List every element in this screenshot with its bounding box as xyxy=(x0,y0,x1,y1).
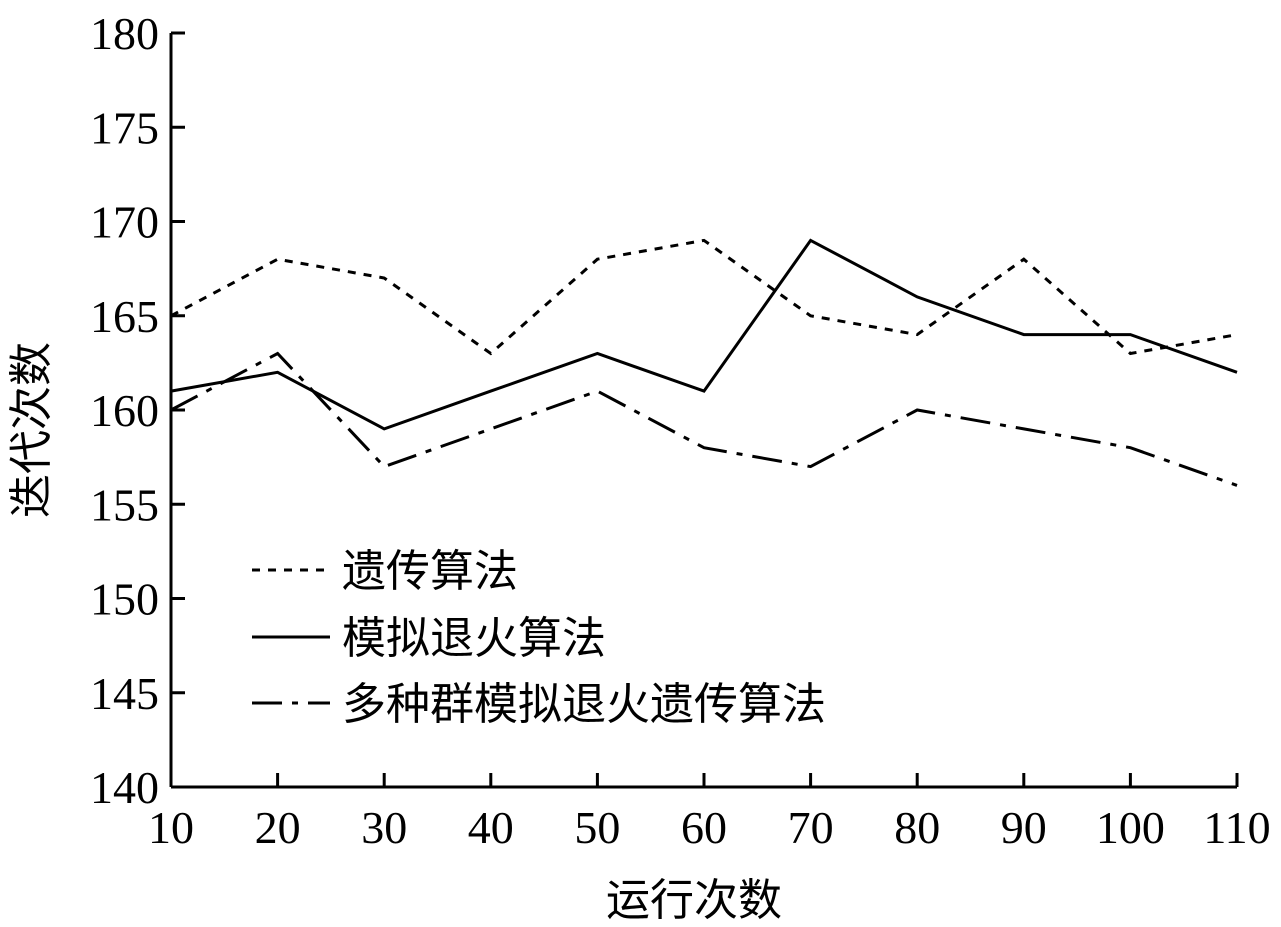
legend-item-annealing: 模拟退火算法 xyxy=(252,613,606,664)
x-tick-label: 60 xyxy=(681,802,727,853)
x-tick-label: 90 xyxy=(1001,802,1047,853)
y-ticks: 140 145 150 155 160 165 170 175 180 xyxy=(90,8,185,813)
y-tick-label: 180 xyxy=(90,8,159,59)
legend-label-annealing: 模拟退火算法 xyxy=(342,613,606,664)
series-lines xyxy=(170,238,1238,487)
y-tick-label: 145 xyxy=(90,668,159,719)
y-tick-label: 160 xyxy=(90,385,159,436)
y-tick-label: 165 xyxy=(90,291,159,342)
legend-label-genetic: 遗传算法 xyxy=(342,546,518,597)
legend-item-multipop: 多种群模拟退火遗传算法 xyxy=(252,679,826,730)
plot-area xyxy=(169,33,1237,789)
y-tick-label: 175 xyxy=(90,102,159,153)
series-line-genetic xyxy=(170,238,1238,356)
x-tick-label: 100 xyxy=(1096,802,1165,853)
x-tick-label: 110 xyxy=(1203,802,1270,853)
x-tick-label: 40 xyxy=(468,802,514,853)
y-tick-label: 140 xyxy=(90,762,159,813)
x-tick-label: 30 xyxy=(361,802,407,853)
series-line-multipop xyxy=(170,351,1238,487)
legend: 遗传算法 模拟退火算法 多种群模拟退火遗传算法 xyxy=(252,546,826,730)
x-tick-label: 10 xyxy=(148,802,194,853)
x-tick-label: 50 xyxy=(574,802,620,853)
legend-item-genetic: 遗传算法 xyxy=(252,546,518,597)
x-tick-label: 20 xyxy=(255,802,301,853)
x-tick-label: 80 xyxy=(894,802,940,853)
series-line-annealing xyxy=(170,238,1238,431)
y-tick-label: 155 xyxy=(90,479,159,530)
x-ticks: 10 20 30 40 50 60 70 80 90 100 110 xyxy=(148,773,1271,853)
x-axis-title: 运行次数 xyxy=(606,875,782,926)
legend-label-multipop: 多种群模拟退火遗传算法 xyxy=(342,679,826,730)
y-axis-title: 迭代次数 xyxy=(6,342,57,518)
y-tick-label: 150 xyxy=(90,574,159,625)
y-tick-label: 170 xyxy=(90,197,159,248)
x-tick-label: 70 xyxy=(788,802,834,853)
